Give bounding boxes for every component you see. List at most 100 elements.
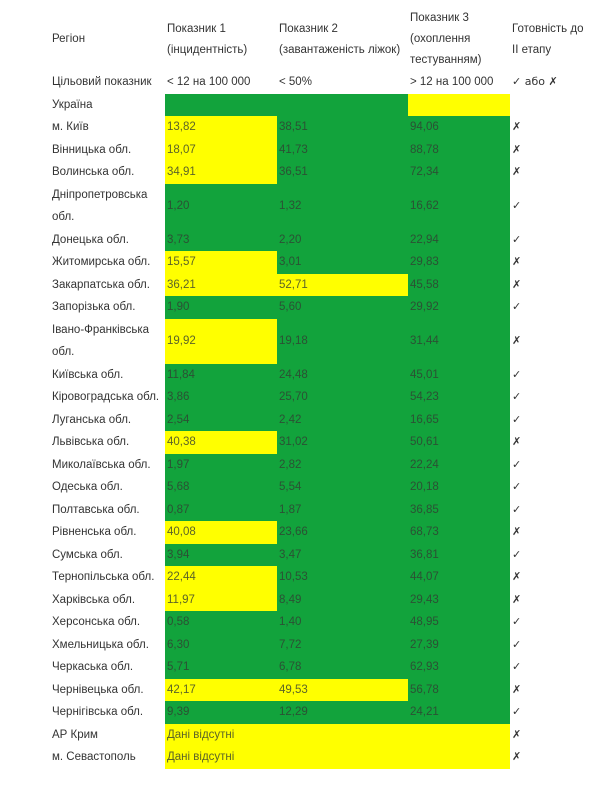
value-cell: 52,71 (277, 273, 408, 296)
value-cell: 6,78 (277, 656, 408, 679)
ready-cell: ✗ (512, 750, 522, 763)
value-cell: 24,48 (277, 363, 408, 386)
region-row: Черкаська обл. 5,71 6,78 62,93 ✓ (50, 656, 589, 679)
value-cell: 56,78 (408, 678, 510, 701)
value-cell: 2,82 (277, 453, 408, 476)
region-row: Дніпропетровська обл. 1,20 1,32 16,62 ✓ (50, 183, 589, 229)
value-cell: 20,18 (408, 476, 510, 499)
ready-cell: ✓ (512, 390, 522, 403)
region-row: Чернігівська обл. 9,39 12,29 24,21 ✓ (50, 701, 589, 724)
ready-cell: ✗ (512, 142, 522, 156)
value-cell: 45,58 (408, 273, 510, 296)
value-cell: 6,30 (165, 633, 277, 656)
region-row: Кіровоградська обл. 3,86 25,70 54,23 ✓ (50, 386, 589, 409)
region-cell: Волинська обл. (52, 166, 135, 178)
ready-cell: ✓ (512, 367, 522, 381)
region-row: Запорізька обл. 1,90 5,60 29,92 ✓ (50, 296, 589, 319)
target-row: Цільовий показник < 12 на 100 000 < 50% … (50, 71, 589, 94)
value-cell: 29,43 (408, 588, 510, 611)
value-cell: 5,71 (165, 656, 277, 679)
region-row: м. Київ 13,82 38,51 94,06 ✗ (50, 116, 589, 139)
region-row: Рівненська обл. 40,08 23,66 68,73 ✗ (50, 521, 589, 544)
value-cell: 22,94 (408, 228, 510, 251)
region-row: Сумська обл. 3,94 3,47 36,81 ✓ (50, 543, 589, 566)
region-cell: Житомирська обл. (52, 256, 151, 268)
region-row: АР Крим Дані відсутні ✗ (50, 723, 589, 746)
ready-cell: ✗ (512, 120, 522, 133)
ready-cell: ✗ (512, 435, 522, 448)
target-cell: ✓ або ✗ (512, 75, 558, 88)
value-cell: 13,82 (165, 116, 277, 139)
value-cell: 42,17 (165, 678, 277, 701)
target-cell: < 50% (279, 76, 312, 88)
value-cell: 36,85 (408, 498, 510, 521)
value-cell: 27,39 (408, 633, 510, 656)
ready-cell: ✓ (512, 547, 522, 561)
ready-cell: ✗ (512, 570, 522, 583)
header-cell: Показник 2 (завантаженість ліжок) (279, 22, 401, 56)
value-cell: 31,02 (277, 431, 408, 454)
value-cell: 1,32 (277, 183, 408, 229)
value-cell: 15,57 (165, 251, 277, 274)
value-cell: 94,06 (408, 116, 510, 139)
header-cell: Показник 3 (охоплення тестуванням) (410, 12, 482, 66)
region-cell: Миколаївська обл. (52, 458, 151, 471)
value-cell: 1,90 (165, 296, 277, 319)
value-cell: 3,47 (277, 543, 408, 566)
region-row: Донецька обл. 3,73 2,20 22,94 ✓ (50, 228, 589, 251)
value-cell: 2,54 (165, 408, 277, 431)
value-cell: 88,78 (408, 138, 510, 161)
region-row: Житомирська обл. 15,57 3,01 29,83 ✗ (50, 251, 589, 274)
region-cell: Сумська обл. (52, 548, 123, 561)
value-cell (408, 93, 510, 116)
region-cell: Луганська обл. (52, 413, 132, 426)
region-row: Закарпатська обл. 36,21 52,71 45,58 ✗ (50, 273, 589, 296)
value-cell: 16,62 (408, 183, 510, 229)
value-cell: Дані відсутні (165, 746, 510, 769)
value-cell: 11,97 (165, 588, 277, 611)
region-cell: АР Крим (52, 728, 98, 741)
value-cell: 12,29 (277, 701, 408, 724)
value-cell: 5,60 (277, 296, 408, 319)
value-cell: 49,53 (277, 678, 408, 701)
value-cell: 25,70 (277, 386, 408, 409)
value-cell: 24,21 (408, 701, 510, 724)
ready-cell: ✗ (512, 333, 522, 347)
ready-cell: ✗ (512, 277, 522, 291)
region-cell: Рівненська обл. (52, 526, 137, 538)
ready-cell: ✓ (512, 457, 522, 471)
value-cell: 62,93 (408, 656, 510, 679)
header-cell: Готовність до ІІ етапу (512, 22, 584, 56)
value-cell: 68,73 (408, 521, 510, 544)
value-cell: 0,58 (165, 611, 277, 634)
value-cell: 36,81 (408, 543, 510, 566)
value-cell: 1,20 (165, 183, 277, 229)
value-cell: 44,07 (408, 566, 510, 589)
value-cell: 36,21 (165, 273, 277, 296)
value-cell: 22,24 (408, 453, 510, 476)
value-cell: 54,23 (408, 386, 510, 409)
region-cell: Львівська обл. (52, 436, 130, 448)
ready-cell: ✓ (512, 637, 522, 651)
value-cell: 29,92 (408, 296, 510, 319)
region-row: Луганська обл. 2,54 2,42 16,65 ✓ (50, 408, 589, 431)
header-cell: Регіон (52, 33, 86, 45)
value-cell: 22,44 (165, 566, 277, 589)
value-cell: 2,20 (277, 228, 408, 251)
value-cell: 11,84 (165, 363, 277, 386)
header-cell: Показник 1 (інцидентність) (167, 22, 248, 56)
region-cell: Полтавська обл. (52, 503, 140, 516)
ready-cell: ✗ (512, 255, 522, 268)
value-cell: Дані відсутні (165, 723, 510, 746)
value-cell: 19,92 (165, 318, 277, 364)
target-cell: Цільовий показник (52, 76, 152, 88)
value-cell: 34,91 (165, 161, 277, 184)
region-row: Миколаївська обл. 1,97 2,82 22,24 ✓ (50, 453, 589, 476)
ready-cell: ✗ (512, 682, 522, 696)
region-cell: Одеська обл. (52, 481, 123, 493)
ready-cell: ✗ (512, 525, 522, 538)
value-cell: 31,44 (408, 318, 510, 364)
region-cell: Івано-Франківська обл. (52, 323, 150, 359)
ready-cell: ✓ (512, 660, 522, 673)
region-row: м. Севастополь Дані відсутні ✗ (50, 746, 589, 769)
